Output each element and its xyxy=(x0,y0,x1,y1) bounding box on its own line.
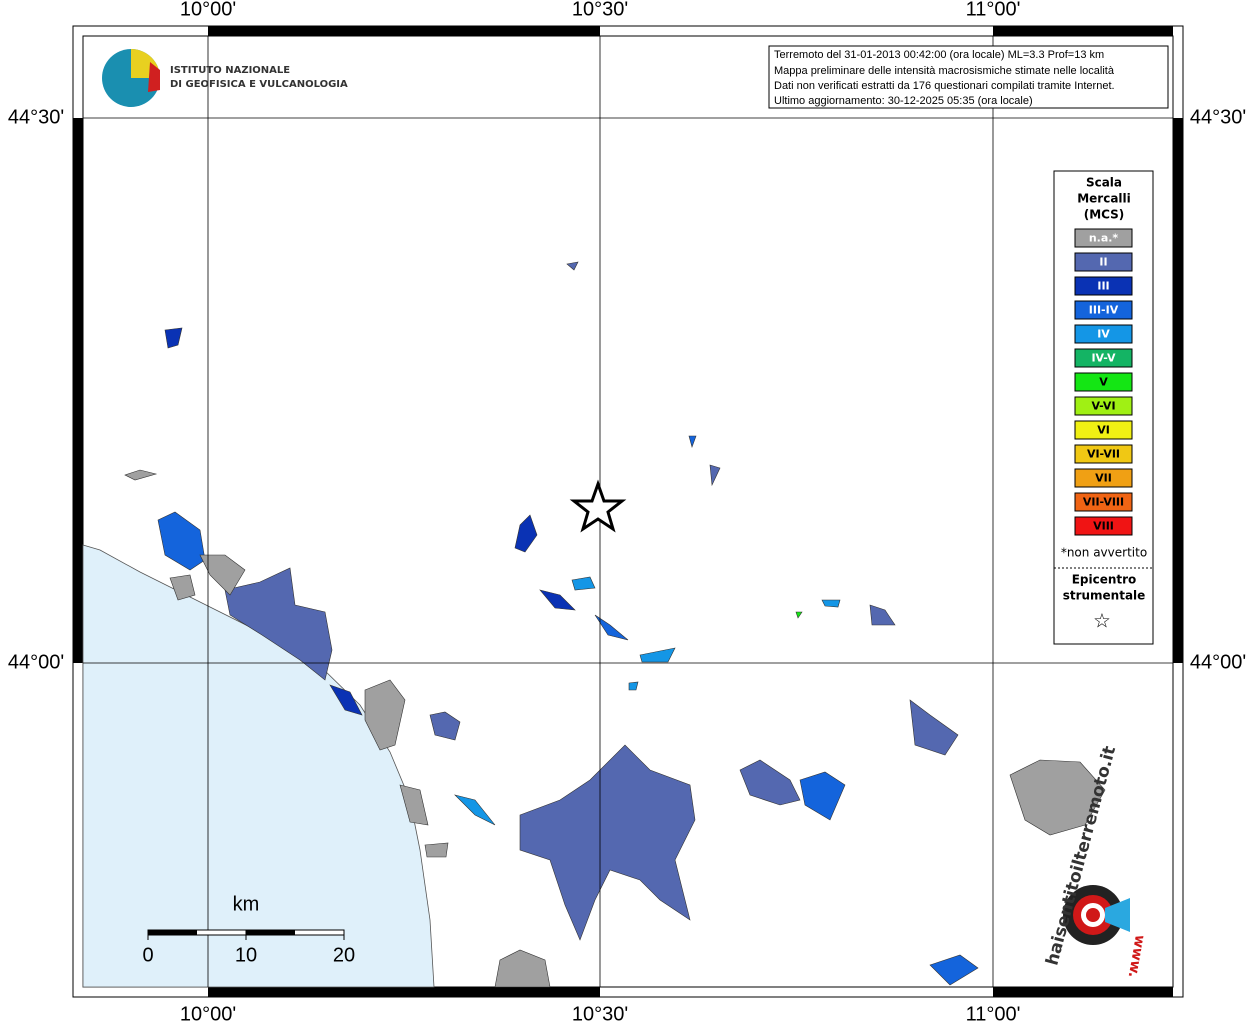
lon-label: 10°00' xyxy=(180,0,236,20)
graticule-labels: 10°00' 10°30' 11°00' 10°00' 10°30' 11°00… xyxy=(8,0,1246,1025)
legend-swatch xyxy=(1074,396,1133,416)
legend-epicenter: Epicentro xyxy=(1072,573,1137,587)
info-line: Dati non verificati estratti da 176 ques… xyxy=(774,80,1115,92)
legend-label: VI xyxy=(1097,424,1110,437)
lat-label: 44°00' xyxy=(1190,651,1246,673)
legend-epicenter: strumentale xyxy=(1063,589,1146,603)
legend-swatch xyxy=(1074,348,1133,368)
legend-title: (MCS) xyxy=(1084,208,1125,222)
legend-label: VI-VII xyxy=(1087,448,1120,461)
frame-bars xyxy=(73,26,1183,997)
lat-label: 44°30' xyxy=(1190,106,1246,128)
lon-label: 10°00' xyxy=(180,1003,236,1024)
intensity-areas xyxy=(124,261,1106,988)
legend-title: Scala xyxy=(1086,176,1122,190)
scale-unit: km xyxy=(233,893,260,915)
lon-label: 10°30' xyxy=(572,1003,628,1024)
lon-label: 10°30' xyxy=(572,0,628,20)
brand-prefix: www. xyxy=(1125,934,1148,979)
legend-label: n.a.* xyxy=(1089,232,1119,245)
legend-label: III xyxy=(1097,280,1109,293)
scale-bar: km 0 10 20 xyxy=(142,893,355,966)
lon-label: 11°00' xyxy=(966,1003,1021,1024)
scale-label: 0 xyxy=(142,944,153,966)
legend-label: II xyxy=(1099,256,1107,269)
legend-label: IV-V xyxy=(1091,352,1116,365)
legend-label: VII-VIII xyxy=(1083,496,1124,509)
legend-swatch xyxy=(1074,468,1133,488)
legend-swatch xyxy=(1074,444,1133,464)
legend-swatch xyxy=(1074,420,1133,440)
legend-label: III-IV xyxy=(1089,304,1119,317)
legend-swatch xyxy=(1074,516,1133,536)
scale-label: 20 xyxy=(333,944,355,966)
legend-label: VII xyxy=(1095,472,1112,485)
info-line: Ultimo aggiornamento: 30-12-2025 05:35 (… xyxy=(774,95,1033,107)
legend-swatch xyxy=(1074,252,1133,272)
legend-epicenter-symbol: ☆ xyxy=(1093,609,1111,633)
info-line: Mappa preliminare delle intensità macros… xyxy=(774,65,1115,77)
legend: Scala Mercalli (MCS) *non avvertito Epic… xyxy=(1053,170,1154,645)
logo-text: ISTITUTO NAZIONALE xyxy=(170,65,290,76)
logo-text: DI GEOFISICA E VULCANOLOGIA xyxy=(170,79,348,90)
legend-swatch xyxy=(1074,492,1133,512)
legend-swatch xyxy=(1074,276,1133,296)
legend-note: *non avvertito xyxy=(1061,546,1147,560)
legend-label: VIII xyxy=(1093,520,1114,533)
legend-swatch xyxy=(1074,228,1133,248)
legend-swatch xyxy=(1074,372,1133,392)
scale-label: 10 xyxy=(235,944,257,966)
legend-label: V xyxy=(1099,376,1108,389)
lat-label: 44°00' xyxy=(8,651,64,673)
ingv-logo: ISTITUTO NAZIONALE DI GEOFISICA E VULCAN… xyxy=(102,49,348,107)
legend-swatch xyxy=(1074,324,1133,344)
info-box: Terremoto del 31-01-2013 00:42:00 (ora l… xyxy=(768,45,1169,109)
epicenter-star xyxy=(569,479,627,533)
lat-label: 44°30' xyxy=(8,106,64,128)
info-line: Terremoto del 31-01-2013 00:42:00 (ora l… xyxy=(774,49,1104,61)
legend-label: IV xyxy=(1097,328,1110,341)
legend-title: Mercalli xyxy=(1077,192,1131,206)
legend-swatch xyxy=(1074,300,1133,320)
legend-label: V-VI xyxy=(1091,400,1115,413)
lon-label: 11°00' xyxy=(966,0,1021,20)
